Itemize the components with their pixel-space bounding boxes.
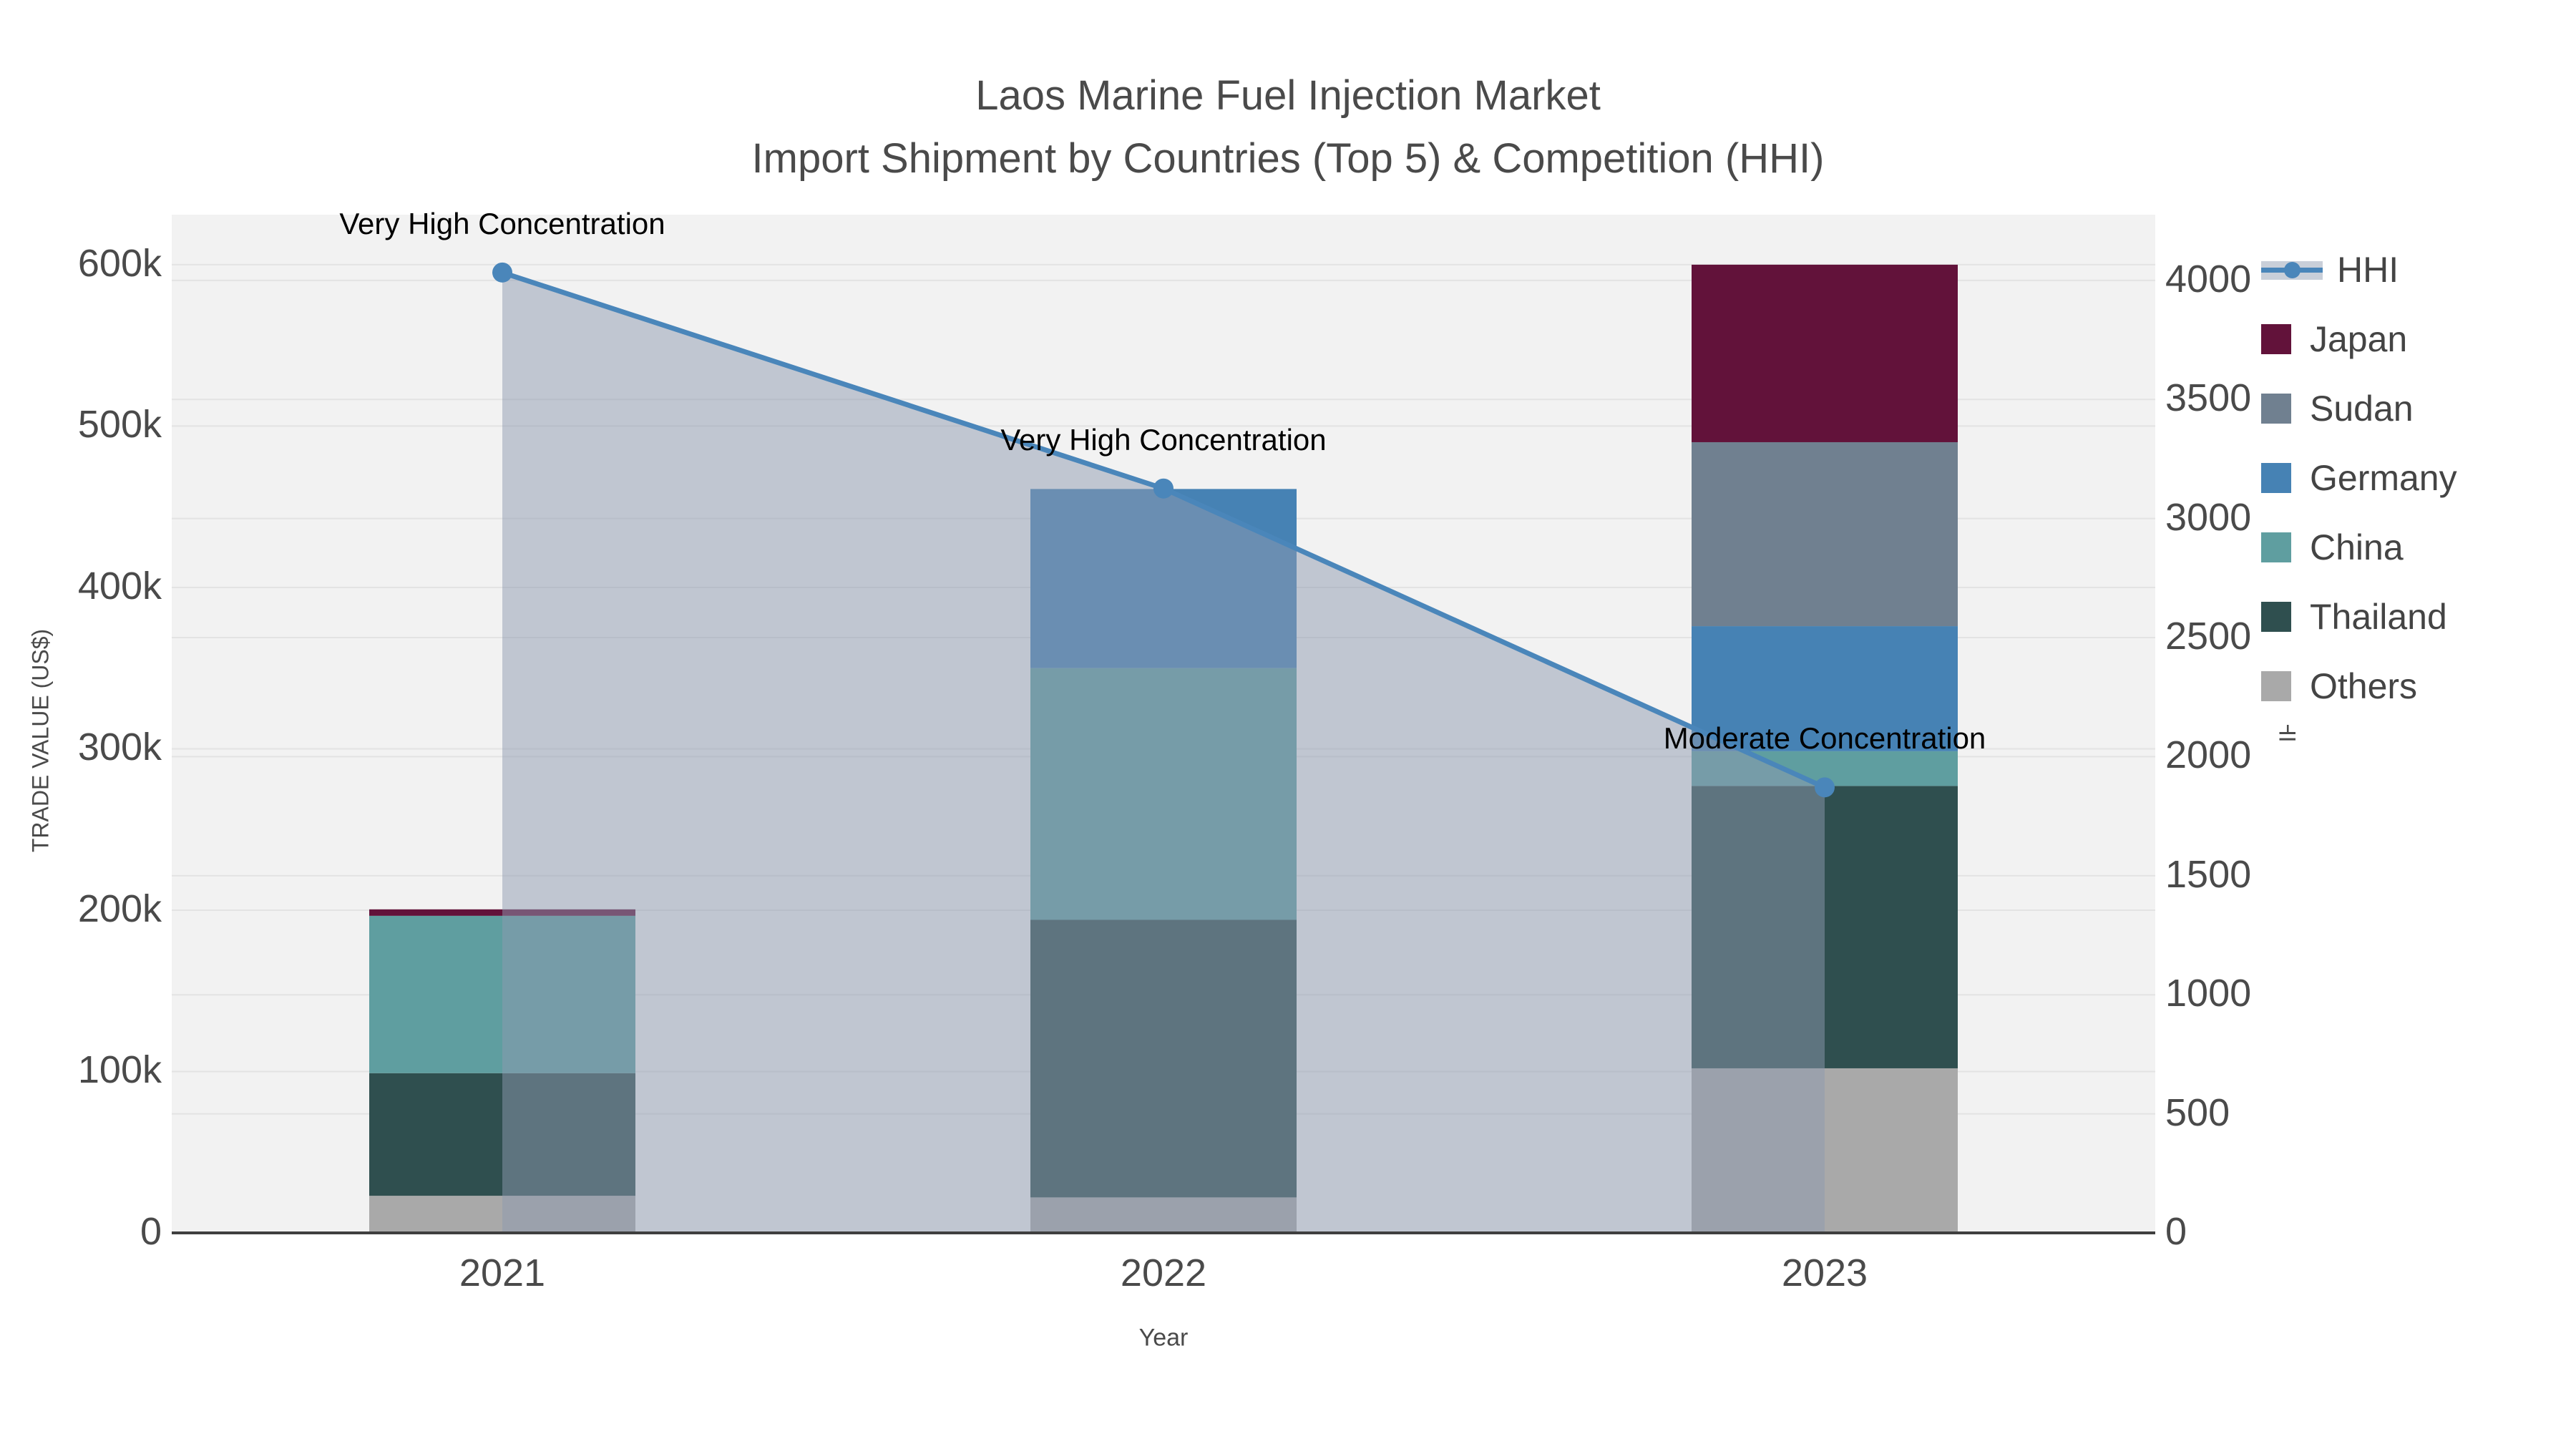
hhi-marker-2023 [1815,777,1835,798]
bar-segment-2023-japan [1692,264,1958,442]
bar-segment-2023-sudan [1692,441,1958,627]
annotation-1: Very High Concentration [1000,422,1327,457]
y-left-tick-600k: 600k [77,241,162,285]
y-right-tick-3500: 3500 [2165,376,2252,420]
y-left-tick-100k: 100k [77,1048,162,1092]
bar-segment-2023-germany [1692,626,1958,751]
legend-swatch-others-icon [2261,670,2291,701]
y-axis-title-left: TRADE VALUE (US$) [27,628,54,853]
legend-swatch-sudan-icon [2261,393,2291,424]
hhi-legend-swatch-icon [2261,255,2323,285]
x-tick-2023: 2023 [1781,1252,1868,1294]
y-right-tick-500: 500 [2165,1091,2230,1134]
legend-item-china[interactable]: China [2261,512,2576,582]
legend-swatch-china-icon [2261,532,2291,562]
chart-title-line2: Import Shipment by Countries (Top 5) & C… [751,135,1825,182]
legend-item-others[interactable]: Others [2261,651,2576,721]
y-left-tick-400k: 400k [77,564,162,608]
y-right-tick-2500: 2500 [2165,615,2252,658]
legend-item-hhi[interactable]: HHI [2261,235,2576,304]
legend: HHI Japan Sudan Germany China Thailand Others [2254,230,2576,725]
y-right-tick-2000: 2000 [2165,733,2252,777]
legend-swatch-germany-icon [2261,462,2291,493]
hhi-area [502,272,1825,1233]
y-right-tick-1000: 1000 [2165,972,2252,1015]
hhi-marker-2022 [1153,478,1174,499]
y-left-tick-300k: 300k [77,726,162,769]
x-tick-2021: 2021 [459,1252,546,1294]
legend-label-china: China [2310,527,2404,567]
x-axis-title: Year [1138,1324,1189,1352]
y-right-tick-1500: 1500 [2165,852,2252,896]
legend-label-thailand: Thailand [2310,596,2447,637]
x-tick-2022: 2022 [1120,1252,1207,1294]
legend-item-sudan[interactable]: Sudan [2261,374,2576,443]
y-right-tick-4000: 4000 [2165,257,2252,301]
legend-item-japan[interactable]: Japan [2261,304,2576,374]
legend-label-sudan: Sudan [2310,388,2414,429]
legend-swatch-thailand-icon [2261,601,2291,632]
chart-title-line1: Laos Marine Fuel Injection Market [975,72,1601,119]
annotation-2: Moderate Concentration [1663,721,1986,756]
legend-label-hhi: HHI [2337,249,2399,290]
legend-label-others: Others [2310,665,2418,706]
y-left-tick-0: 0 [140,1210,162,1253]
legend-swatch-japan-icon [2261,323,2291,354]
legend-label-germany: Germany [2310,457,2457,498]
legend-item-thailand[interactable]: Thailand [2261,582,2576,651]
y-right-tick-3000: 3000 [2165,495,2252,539]
legend-label-japan: Japan [2310,318,2408,359]
hhi-marker-2021 [492,262,512,283]
legend-item-germany[interactable]: Germany [2261,443,2576,512]
annotation-0: Very High Concentration [339,206,665,240]
y-left-tick-200k: 200k [77,887,162,930]
y-right-tick-0: 0 [2165,1210,2187,1253]
y-left-tick-500k: 500k [77,403,162,447]
